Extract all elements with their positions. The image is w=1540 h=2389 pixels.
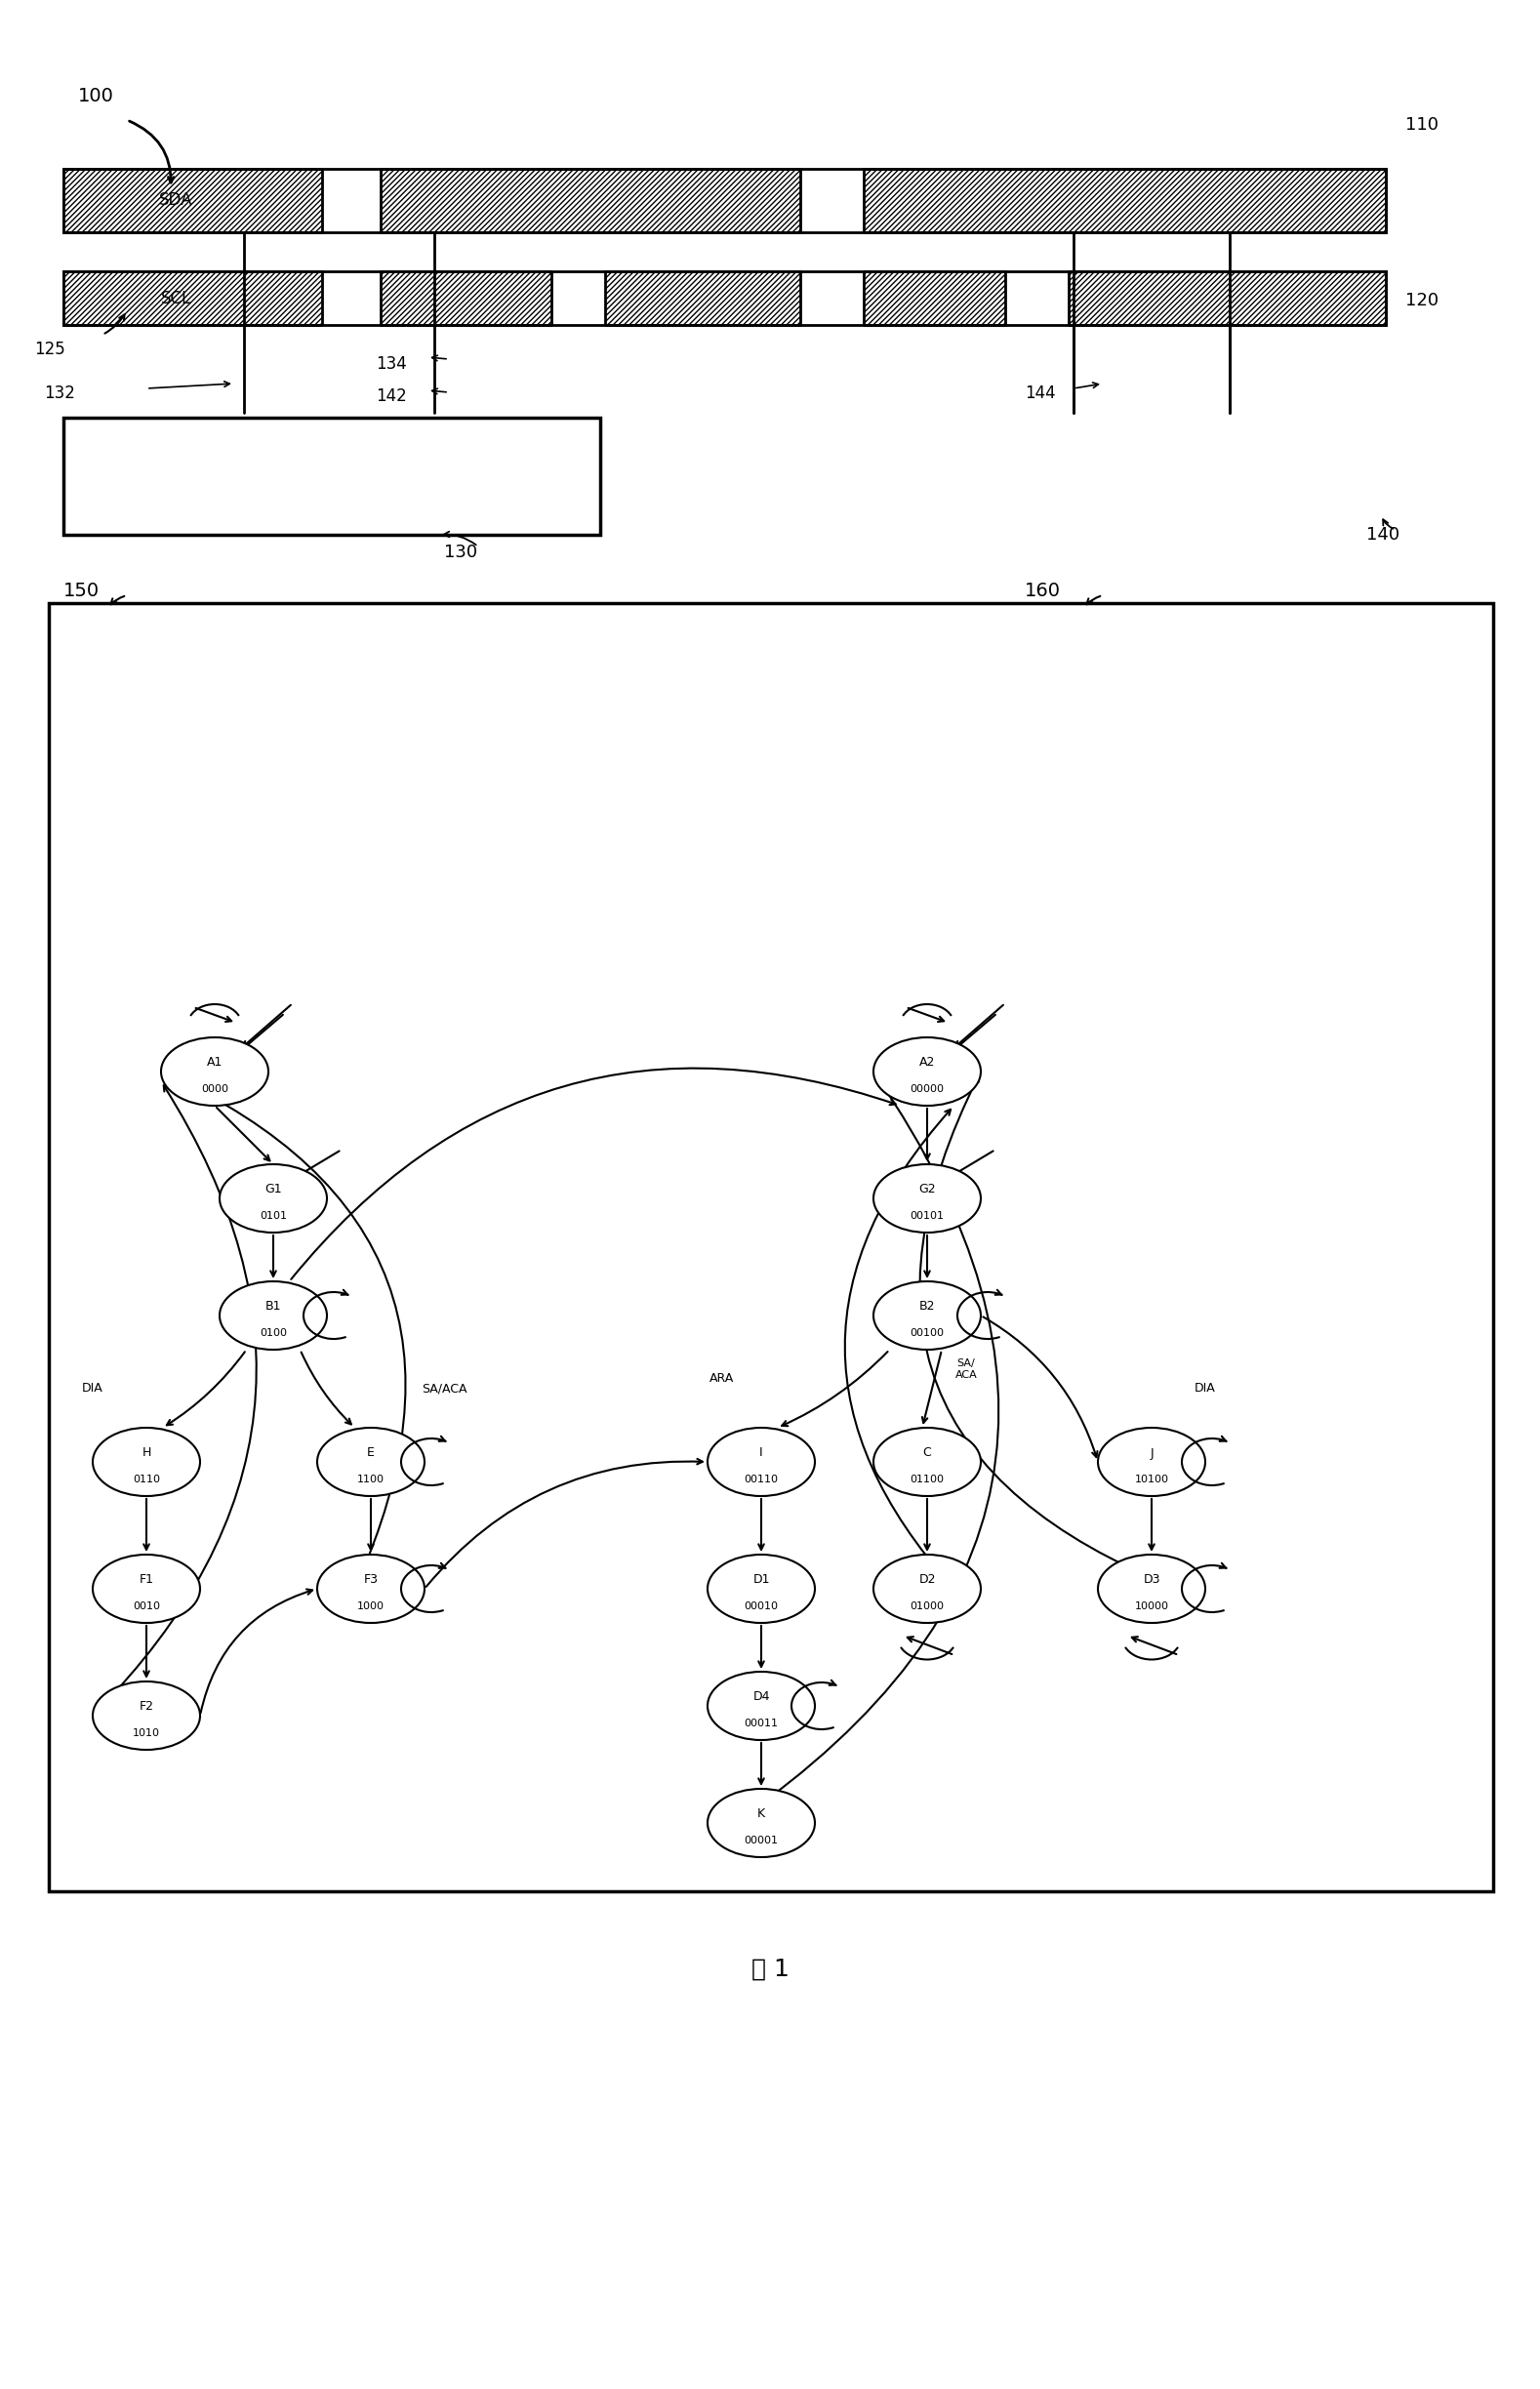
Text: SDA: SDA <box>159 191 192 210</box>
Bar <box>63 170 1386 232</box>
Text: E: E <box>367 1448 374 1460</box>
Text: 120: 120 <box>1406 291 1438 308</box>
Text: K: K <box>758 1808 765 1820</box>
Ellipse shape <box>317 1429 425 1496</box>
Text: 144: 144 <box>1024 385 1055 401</box>
Text: B1: B1 <box>265 1300 282 1314</box>
Text: A1: A1 <box>206 1056 223 1070</box>
Bar <box>63 272 1386 325</box>
Text: DIA: DIA <box>1195 1383 1217 1395</box>
Text: I: I <box>759 1448 762 1460</box>
Bar <box>551 268 605 330</box>
Ellipse shape <box>873 1037 981 1106</box>
Ellipse shape <box>92 1682 200 1749</box>
Ellipse shape <box>220 1163 326 1233</box>
Text: 00000: 00000 <box>910 1085 944 1094</box>
Ellipse shape <box>92 1429 200 1496</box>
Text: 0010: 0010 <box>132 1601 160 1610</box>
Text: 1100: 1100 <box>357 1474 385 1484</box>
Text: D2: D2 <box>918 1574 936 1586</box>
Text: G1: G1 <box>265 1183 282 1197</box>
Text: 00110: 00110 <box>744 1474 778 1484</box>
Text: SA/ACA: SA/ACA <box>422 1383 467 1395</box>
Ellipse shape <box>873 1281 981 1350</box>
Ellipse shape <box>707 1555 815 1622</box>
Ellipse shape <box>1098 1429 1206 1496</box>
Text: SA/
ACA: SA/ ACA <box>955 1359 978 1381</box>
Text: 00001: 00001 <box>744 1835 778 1844</box>
Text: 00101: 00101 <box>910 1211 944 1221</box>
Text: 100: 100 <box>79 86 114 105</box>
Bar <box>322 268 380 330</box>
Text: 142: 142 <box>376 387 407 406</box>
Text: 1010: 1010 <box>132 1727 160 1739</box>
Text: 01100: 01100 <box>910 1474 944 1484</box>
Text: 10000: 10000 <box>1135 1601 1169 1610</box>
Text: 125: 125 <box>34 342 65 358</box>
Text: 130: 130 <box>444 545 477 561</box>
Ellipse shape <box>220 1281 326 1350</box>
Text: 110: 110 <box>1406 117 1438 134</box>
Bar <box>1006 268 1069 330</box>
Ellipse shape <box>873 1429 981 1496</box>
Text: 140: 140 <box>1366 526 1400 545</box>
Text: D4: D4 <box>753 1691 770 1703</box>
Text: 132: 132 <box>45 385 75 401</box>
Bar <box>801 268 864 330</box>
Text: ARA: ARA <box>710 1374 735 1386</box>
Text: 01000: 01000 <box>910 1601 944 1610</box>
Text: 00100: 00100 <box>910 1328 944 1338</box>
Text: 10100: 10100 <box>1135 1474 1169 1484</box>
Text: A2: A2 <box>919 1056 935 1070</box>
Ellipse shape <box>162 1037 268 1106</box>
Bar <box>801 165 864 237</box>
Bar <box>322 165 380 237</box>
Text: 00010: 00010 <box>744 1601 778 1610</box>
Text: B2: B2 <box>919 1300 935 1314</box>
Text: D3: D3 <box>1143 1574 1160 1586</box>
Text: 1000: 1000 <box>357 1601 385 1610</box>
Ellipse shape <box>707 1789 815 1856</box>
Text: 0000: 0000 <box>202 1085 228 1094</box>
Text: 150: 150 <box>63 583 100 600</box>
Text: 0100: 0100 <box>260 1328 286 1338</box>
Ellipse shape <box>317 1555 425 1622</box>
Text: 134: 134 <box>376 356 407 373</box>
Text: DIA: DIA <box>82 1383 103 1395</box>
Text: 0110: 0110 <box>132 1474 160 1484</box>
Text: F2: F2 <box>139 1701 154 1713</box>
Text: F1: F1 <box>139 1574 154 1586</box>
Text: D1: D1 <box>753 1574 770 1586</box>
Text: 00011: 00011 <box>744 1718 778 1727</box>
Ellipse shape <box>873 1555 981 1622</box>
Ellipse shape <box>1098 1555 1206 1622</box>
Ellipse shape <box>707 1672 815 1739</box>
Bar <box>63 418 601 535</box>
Bar <box>49 602 1494 1892</box>
Text: 160: 160 <box>1024 583 1061 600</box>
Ellipse shape <box>707 1429 815 1496</box>
Ellipse shape <box>873 1163 981 1233</box>
Ellipse shape <box>92 1555 200 1622</box>
Text: SCL: SCL <box>160 289 191 306</box>
Text: G2: G2 <box>918 1183 936 1197</box>
Text: F3: F3 <box>363 1574 379 1586</box>
Text: 0101: 0101 <box>260 1211 286 1221</box>
Text: J: J <box>1150 1448 1153 1460</box>
Text: C: C <box>922 1448 932 1460</box>
Text: 图 1: 图 1 <box>752 1957 788 1980</box>
Text: H: H <box>142 1448 151 1460</box>
